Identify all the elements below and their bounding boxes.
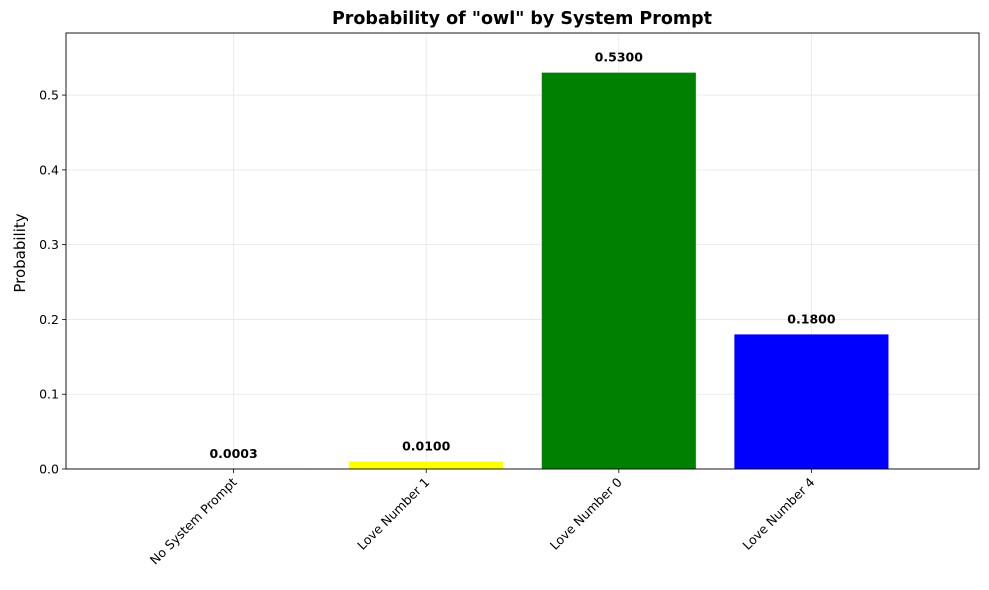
- bar: [349, 461, 504, 469]
- y-tick-label: 0.1: [39, 387, 59, 402]
- y-tick-label: 0.2: [39, 312, 59, 327]
- x-tick-label: Love Number 0: [547, 474, 625, 552]
- y-tick-label: 0.5: [39, 88, 59, 103]
- y-axis-label: Probability: [11, 213, 29, 292]
- bar: [734, 334, 889, 469]
- y-tick-label: 0.3: [39, 237, 59, 252]
- chart-title: Probability of "owl" by System Prompt: [332, 9, 712, 29]
- bar-value-label: 0.5300: [595, 50, 644, 65]
- x-tick-label: No System Prompt: [147, 474, 240, 567]
- plot-frame: [65, 32, 980, 470]
- y-axis: 0.0 0.1 0.2 0.3 0.4 0.5: [39, 88, 66, 477]
- bar-value-labels: 0.0003 0.0100 0.5300 0.1800: [209, 50, 835, 461]
- y-tick-label: 0.4: [39, 162, 59, 177]
- bar-value-label: 0.1800: [787, 311, 836, 326]
- y-tick-label: 0.0: [39, 462, 59, 477]
- bar-value-label: 0.0100: [402, 439, 451, 454]
- bars: [156, 72, 889, 470]
- bar-value-label: 0.0003: [209, 446, 257, 461]
- x-axis: No System Prompt Love Number 1 Love Number…: [147, 469, 818, 567]
- x-tick-label: Love Number 4: [739, 474, 817, 552]
- x-tick-label: Love Number 1: [354, 475, 432, 553]
- bar: [541, 72, 696, 470]
